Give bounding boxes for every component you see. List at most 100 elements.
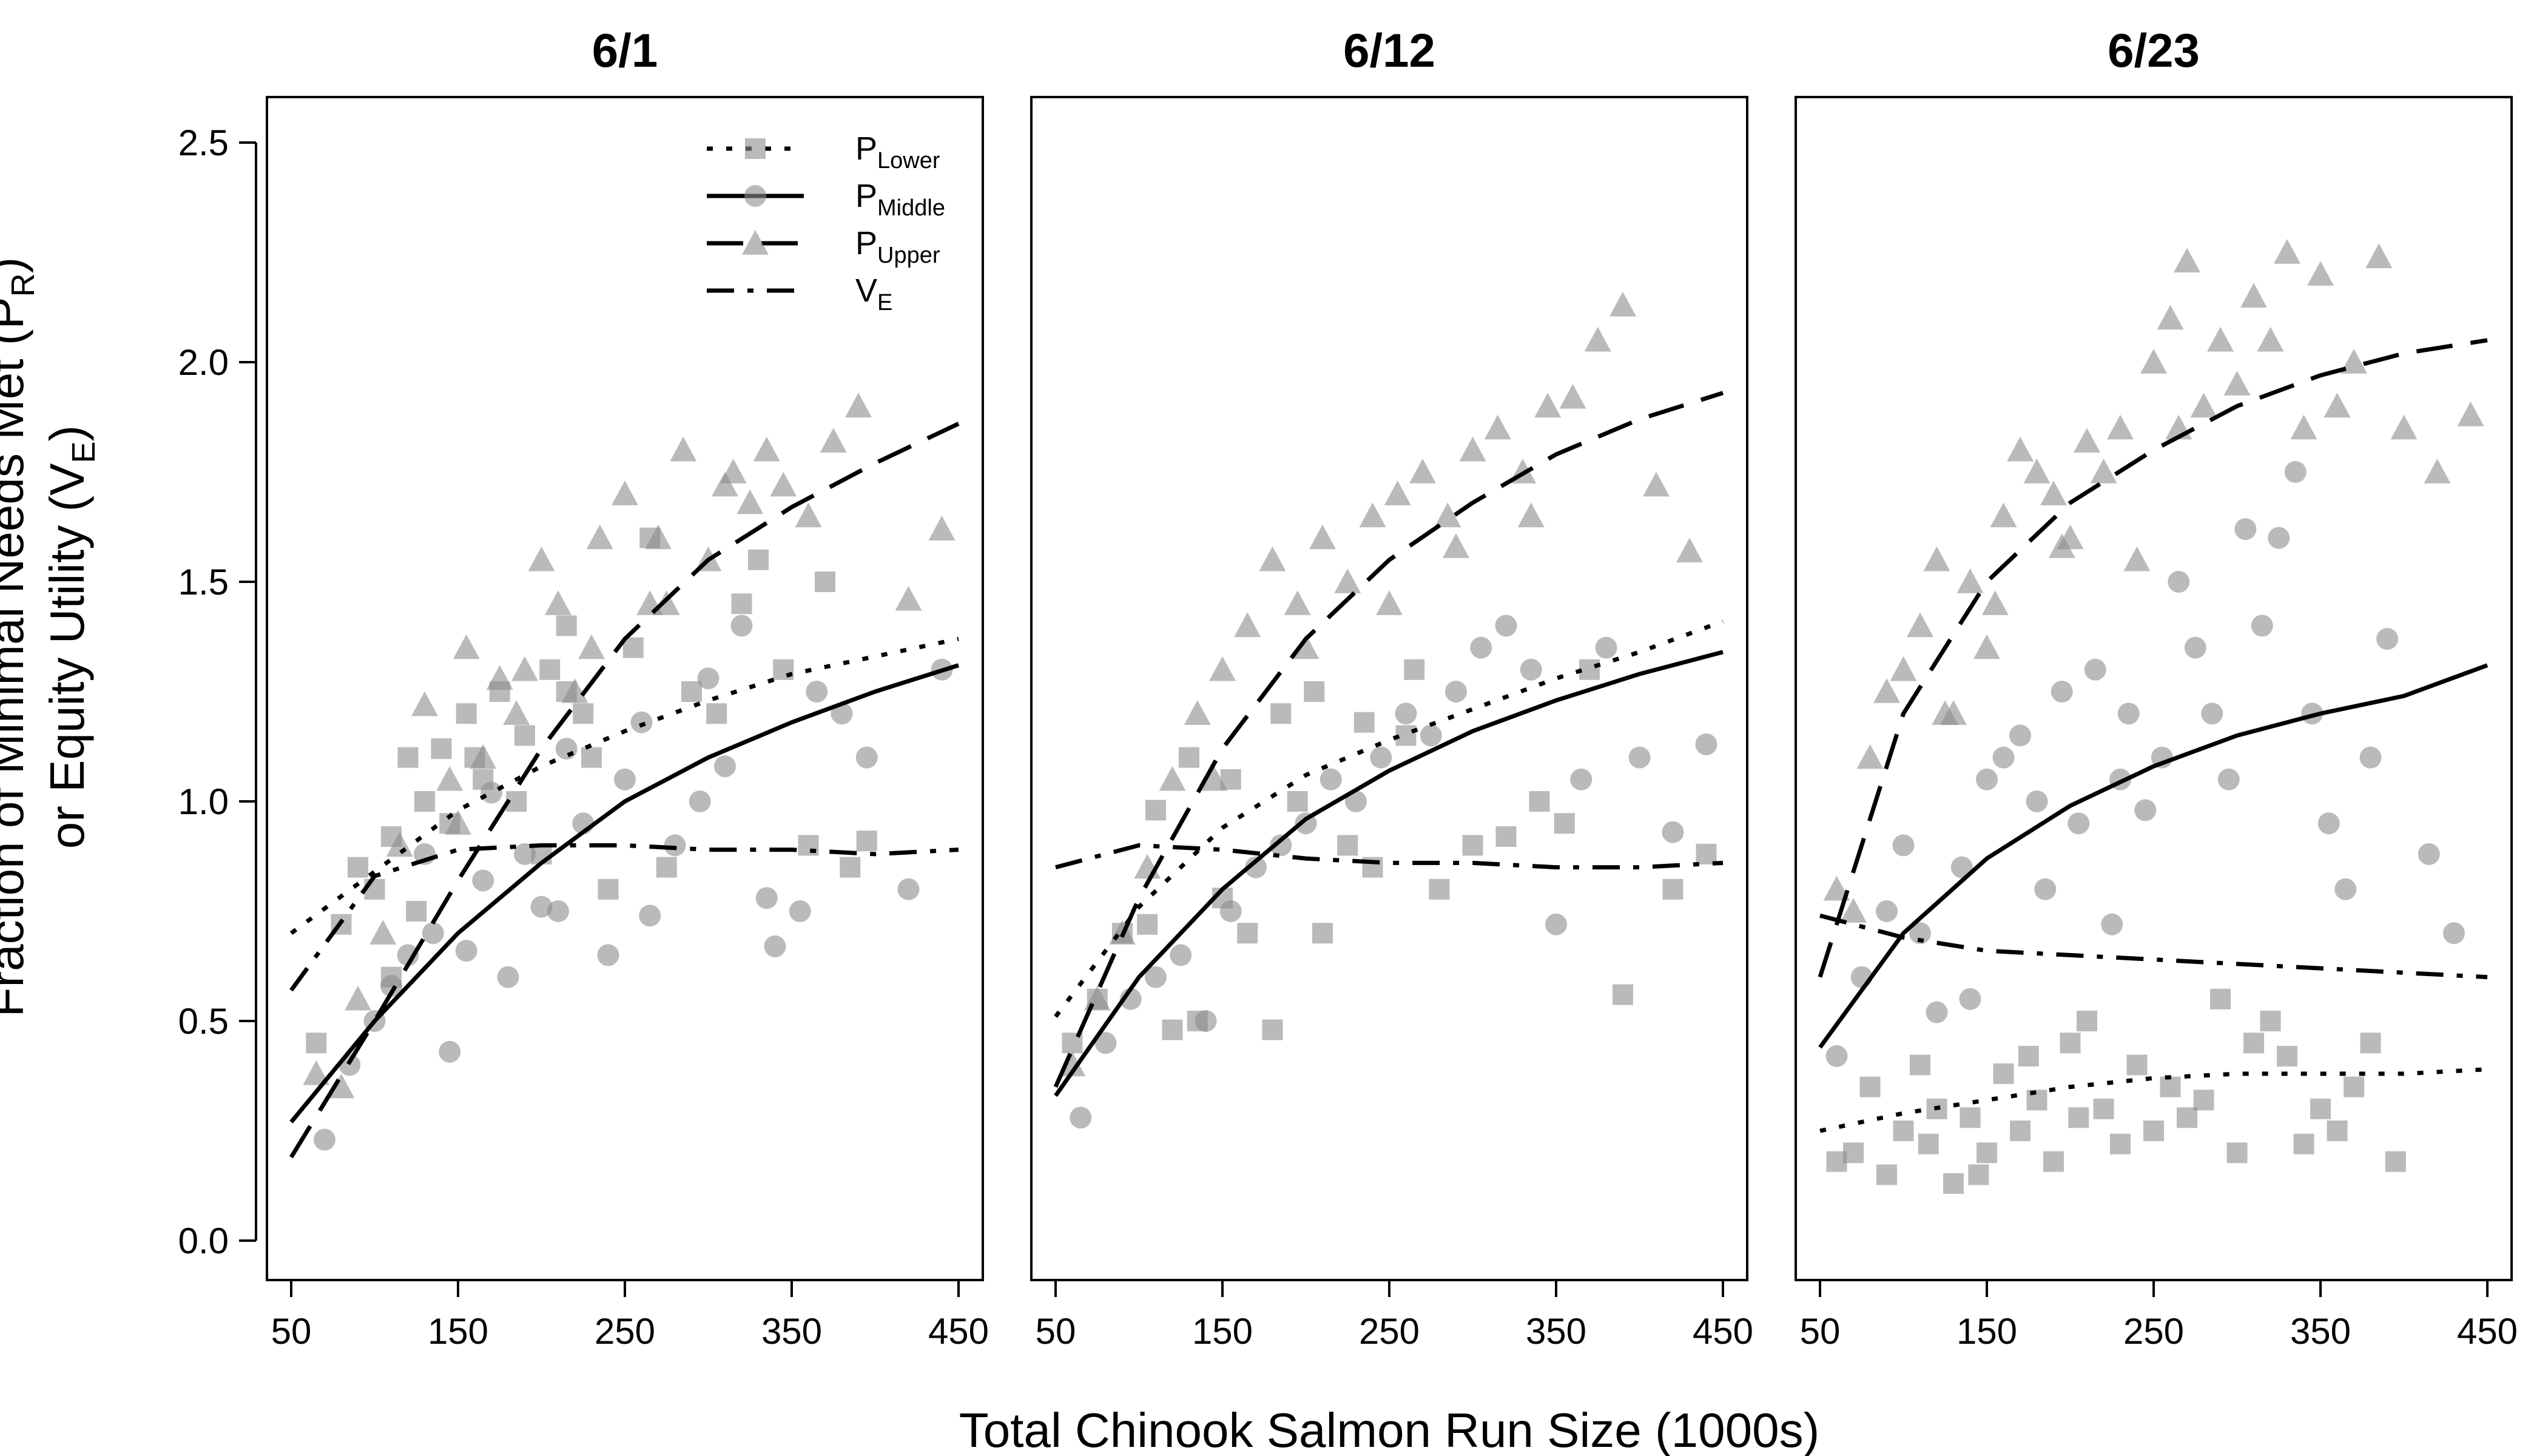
chart-panels: 6/1 50 150 250 350 450 6/12 50 150 250 350 450 6/23 5… [266,24,2518,1352]
point-upper [1384,480,1411,505]
point-lower [539,659,561,680]
point-lower [1237,923,1258,944]
point-upper [2390,414,2418,440]
point-lower [581,747,602,768]
point-middle [455,940,477,962]
point-lower [681,681,702,702]
point-middle [1094,1032,1117,1054]
point-upper [1309,524,1336,550]
x-tick-label: 250 [1359,1311,1420,1352]
point-upper [820,428,847,453]
point-upper [770,471,797,497]
point-middle [730,615,753,637]
point-middle [1370,746,1392,769]
point-upper [470,744,497,769]
point-lower [2068,1107,2089,1128]
point-lower [1554,813,1575,834]
points-middle [314,615,953,1151]
point-upper [445,810,471,835]
legend-label: VE [855,272,892,315]
point-upper [736,489,764,514]
x-tick-label: 350 [1526,1311,1586,1352]
point-lower [1404,659,1425,680]
point-lower [2360,1033,2381,1054]
point-lower [2226,1142,2248,1164]
point-lower [1918,1133,1939,1154]
point-lower [1859,1076,1881,1097]
point-lower [1968,1164,1989,1185]
point-upper [928,516,956,541]
point-upper [2307,261,2334,286]
point-upper [653,590,680,615]
point-lower [397,747,419,768]
panel-frame [1795,96,2513,1281]
point-middle [2334,878,2357,900]
point-middle [1950,856,1973,878]
point-upper [612,480,638,505]
point-lower [1353,712,1375,733]
point-middle [2201,703,2223,725]
point-middle [397,944,419,966]
point-middle [2034,878,2057,900]
point-upper [2007,436,2034,462]
point-lower [2010,1121,2031,1141]
point-lower [1429,878,1450,900]
point-upper [1559,383,1586,409]
point-middle [1395,703,1417,725]
y-tick-label: 2.0 [178,342,229,383]
point-lower [2160,1076,2181,1097]
point-lower [1893,1121,1914,1141]
point-lower [2243,1033,2264,1054]
point-middle [1662,821,1684,843]
point-upper [486,665,513,690]
point-lower [2077,1011,2097,1031]
point-lower [598,878,619,900]
point-lower [2344,1076,2364,1097]
curve-lower [1054,619,1724,1018]
point-lower [1943,1173,1964,1194]
point-middle [1545,913,1567,935]
panel-2: 6/12 50 150 250 350 450 [1030,24,1753,1352]
panel-title: 6/1 [592,24,658,77]
point-lower [1137,914,1158,935]
point-upper [1534,393,1562,418]
panel-title: 6/23 [2108,24,2200,77]
point-upper [586,524,613,550]
point-upper [2457,401,2484,426]
point-upper [2090,459,2117,484]
x-axis: 50 150 250 350 450 [271,1280,989,1352]
point-upper [1201,766,1228,791]
point-middle [714,755,736,778]
curve-lower [289,636,959,935]
point-middle [314,1128,335,1151]
point-lower [2018,1045,2039,1067]
points-upper [1059,291,1703,1077]
point-middle [1445,681,1467,703]
point-upper [369,920,397,945]
point-middle [439,1040,461,1063]
point-upper [2223,371,2251,396]
point-middle [2084,658,2106,681]
point-upper [845,393,872,418]
point-middle [1959,988,1981,1010]
point-middle [639,905,661,927]
point-upper [1907,612,1933,638]
point-middle [1195,1010,1217,1032]
point-upper [453,634,480,659]
point-lower [2327,1121,2348,1141]
point-lower [348,857,368,878]
x-axis: 50 150 250 350 450 [1036,1280,1753,1352]
point-middle [1825,1045,1848,1067]
point-middle [597,944,619,966]
point-lower [1910,1054,1930,1076]
legend-item-ve: VE [707,272,892,315]
point-lower [1977,1142,1997,1164]
point-lower [1696,843,1717,864]
point-middle [1270,834,1292,857]
point-lower [1145,800,1166,821]
point-middle [497,966,519,988]
points-upper [1823,239,2484,923]
point-middle [689,790,711,812]
point-upper [511,656,538,681]
